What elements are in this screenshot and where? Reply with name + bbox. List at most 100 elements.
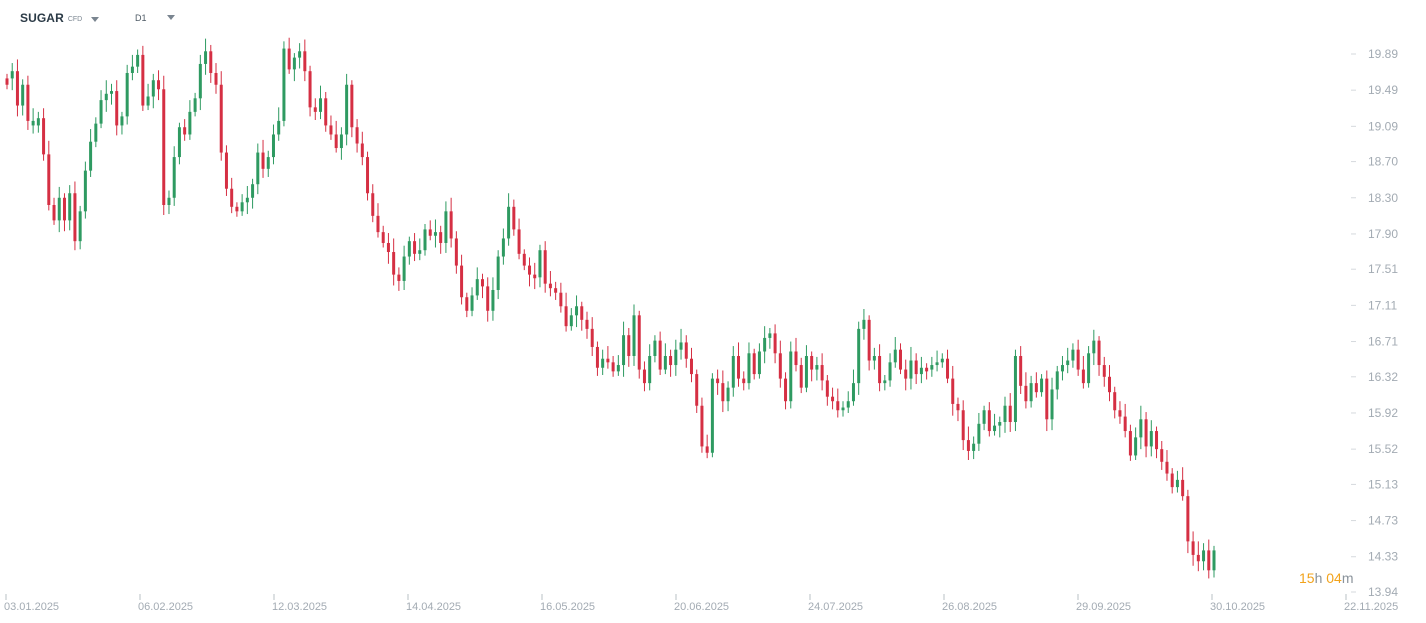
candle[interactable] xyxy=(334,120,338,153)
candle[interactable] xyxy=(1196,541,1200,572)
candle[interactable] xyxy=(1029,375,1033,408)
candle[interactable] xyxy=(637,310,641,379)
candle[interactable] xyxy=(611,356,615,377)
candle[interactable] xyxy=(1071,343,1075,368)
candle[interactable] xyxy=(345,73,349,146)
candle[interactable] xyxy=(214,63,218,94)
timeframe-dropdown-icon[interactable] xyxy=(166,15,175,20)
candle[interactable] xyxy=(700,397,704,453)
candle[interactable] xyxy=(663,343,667,375)
candle[interactable] xyxy=(1181,467,1185,501)
candle[interactable] xyxy=(784,372,788,410)
candle[interactable] xyxy=(987,402,991,437)
candle[interactable] xyxy=(444,201,448,253)
candle[interactable] xyxy=(1097,336,1101,376)
candle[interactable] xyxy=(559,282,563,313)
candle[interactable] xyxy=(998,416,1002,438)
candle[interactable] xyxy=(731,346,735,397)
candle[interactable] xyxy=(251,178,255,209)
candle[interactable] xyxy=(130,54,134,81)
candle[interactable] xyxy=(151,73,155,109)
candle[interactable] xyxy=(512,199,516,236)
candle[interactable] xyxy=(209,44,213,83)
candle[interactable] xyxy=(961,400,965,451)
candle[interactable] xyxy=(1081,356,1085,389)
candle[interactable] xyxy=(1102,356,1106,387)
candle[interactable] xyxy=(1134,427,1138,460)
candle[interactable] xyxy=(528,257,532,287)
candle[interactable] xyxy=(68,185,72,231)
candle[interactable] xyxy=(10,63,14,91)
candle[interactable] xyxy=(319,85,323,120)
candle[interactable] xyxy=(773,324,777,364)
candle[interactable] xyxy=(366,151,370,201)
candle[interactable] xyxy=(747,342,751,390)
candle[interactable] xyxy=(653,335,657,363)
candle[interactable] xyxy=(1165,450,1169,481)
candle[interactable] xyxy=(1149,420,1153,457)
candle[interactable] xyxy=(742,371,746,391)
candle[interactable] xyxy=(689,347,693,383)
candle[interactable] xyxy=(642,361,646,392)
candle[interactable] xyxy=(893,337,897,368)
candle[interactable] xyxy=(804,345,808,393)
candle[interactable] xyxy=(36,111,40,133)
candle[interactable] xyxy=(230,177,234,214)
candle[interactable] xyxy=(679,328,683,360)
candle[interactable] xyxy=(846,391,850,413)
candle[interactable] xyxy=(360,131,364,166)
candle[interactable] xyxy=(120,111,124,135)
candle[interactable] xyxy=(397,267,401,291)
candle[interactable] xyxy=(204,38,208,75)
candle[interactable] xyxy=(271,124,275,165)
candle[interactable] xyxy=(491,277,495,321)
candle[interactable] xyxy=(282,41,286,127)
candle[interactable] xyxy=(339,127,343,160)
candle[interactable] xyxy=(480,273,484,299)
candle[interactable] xyxy=(496,250,500,300)
candle[interactable] xyxy=(569,308,573,331)
candle[interactable] xyxy=(392,238,396,286)
candle[interactable] xyxy=(454,231,458,274)
candle[interactable] xyxy=(292,53,296,82)
candle[interactable] xyxy=(1087,346,1091,388)
candle[interactable] xyxy=(460,254,464,305)
candle[interactable] xyxy=(993,413,997,436)
candle[interactable] xyxy=(956,397,960,422)
candle[interactable] xyxy=(329,115,333,140)
candle[interactable] xyxy=(402,245,406,290)
candle[interactable] xyxy=(867,315,871,371)
candle[interactable] xyxy=(705,434,709,459)
candle[interactable] xyxy=(62,193,66,232)
candle[interactable] xyxy=(1191,531,1195,566)
candle[interactable] xyxy=(57,186,61,233)
candle[interactable] xyxy=(1212,545,1216,578)
candle[interactable] xyxy=(439,225,443,254)
candle[interactable] xyxy=(407,236,411,265)
candle[interactable] xyxy=(763,326,767,364)
candle[interactable] xyxy=(162,75,166,215)
candle[interactable] xyxy=(94,117,98,148)
candle[interactable] xyxy=(977,412,981,451)
candle[interactable] xyxy=(1170,468,1174,494)
candle[interactable] xyxy=(83,161,87,219)
candle[interactable] xyxy=(622,321,626,377)
candle[interactable] xyxy=(658,331,662,375)
candle[interactable] xyxy=(475,267,479,300)
candle[interactable] xyxy=(355,119,359,153)
candle[interactable] xyxy=(386,233,390,264)
candle[interactable] xyxy=(303,39,307,82)
candle[interactable] xyxy=(177,122,181,165)
candle[interactable] xyxy=(669,349,673,377)
candle[interactable] xyxy=(851,369,855,406)
candle[interactable] xyxy=(857,321,861,395)
candle[interactable] xyxy=(15,59,19,117)
candle[interactable] xyxy=(188,100,192,140)
candle[interactable] xyxy=(935,350,939,372)
candle[interactable] xyxy=(183,119,187,141)
candle[interactable] xyxy=(522,249,526,271)
candle[interactable] xyxy=(695,369,699,413)
candle[interactable] xyxy=(1003,396,1007,433)
candle[interactable] xyxy=(872,347,876,370)
candle[interactable] xyxy=(245,186,249,215)
